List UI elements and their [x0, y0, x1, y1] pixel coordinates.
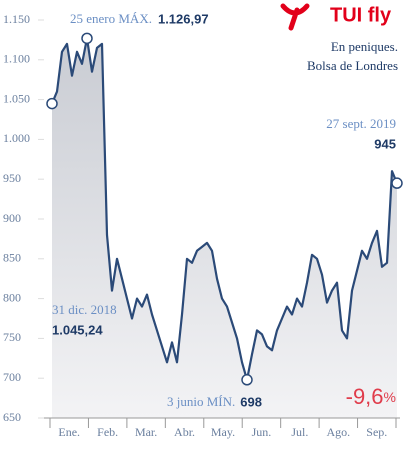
y-tick-label: 1.050	[3, 91, 30, 105]
x-tick-label: May.	[211, 425, 235, 439]
logo-icon	[280, 3, 310, 31]
change: -9,6%	[346, 384, 396, 409]
y-tick-label: 800	[3, 290, 21, 304]
x-tick-label: Feb.	[97, 425, 118, 439]
point-marker	[81, 32, 93, 45]
annotation-value: 1.045,24	[52, 322, 103, 337]
annotation: 27 sept. 2019	[326, 116, 396, 131]
x-tick-label: Jul.	[291, 425, 308, 439]
x-tick-label: Mar.	[135, 425, 157, 439]
y-tick-label: 1.150	[3, 12, 30, 26]
annotation: 25 enero MÁX.	[70, 11, 152, 26]
annotation: 3 junio MÍN.	[167, 394, 235, 409]
x-tick-label: Abr.	[174, 425, 195, 439]
area	[52, 38, 397, 419]
subtitle: En peniques.	[331, 39, 398, 54]
subtitle: Bolsa de Londres	[307, 58, 398, 73]
change-unit: %	[384, 389, 396, 405]
y-tick-label: 900	[3, 211, 21, 225]
brand: TUI fly	[330, 4, 392, 26]
change-value: -9,6	[346, 384, 384, 409]
y-tick-label: 750	[3, 330, 21, 344]
y-tick-label: 700	[3, 370, 21, 384]
x-tick-label: Sep.	[366, 425, 387, 439]
point-marker	[391, 177, 403, 189]
y-tick-label: 1.000	[3, 131, 30, 145]
x-tick-label: Ago.	[326, 425, 350, 439]
annotation-value: 1.126,97	[158, 11, 209, 26]
annotation: 31 dic. 2018	[52, 302, 117, 317]
y-tick-label: 650	[3, 410, 21, 424]
point-marker	[241, 374, 253, 386]
y-tick-label: 950	[3, 171, 21, 185]
y-tick-label: 1.100	[3, 52, 30, 66]
line	[50, 37, 399, 381]
annotation-value: 945	[374, 136, 396, 151]
x-tick-label: Jun.	[252, 425, 272, 439]
annotation-value: 698	[240, 394, 262, 409]
x-tick-label: Ene.	[58, 425, 80, 439]
y-tick-label: 850	[3, 251, 21, 265]
point-marker	[46, 97, 58, 110]
